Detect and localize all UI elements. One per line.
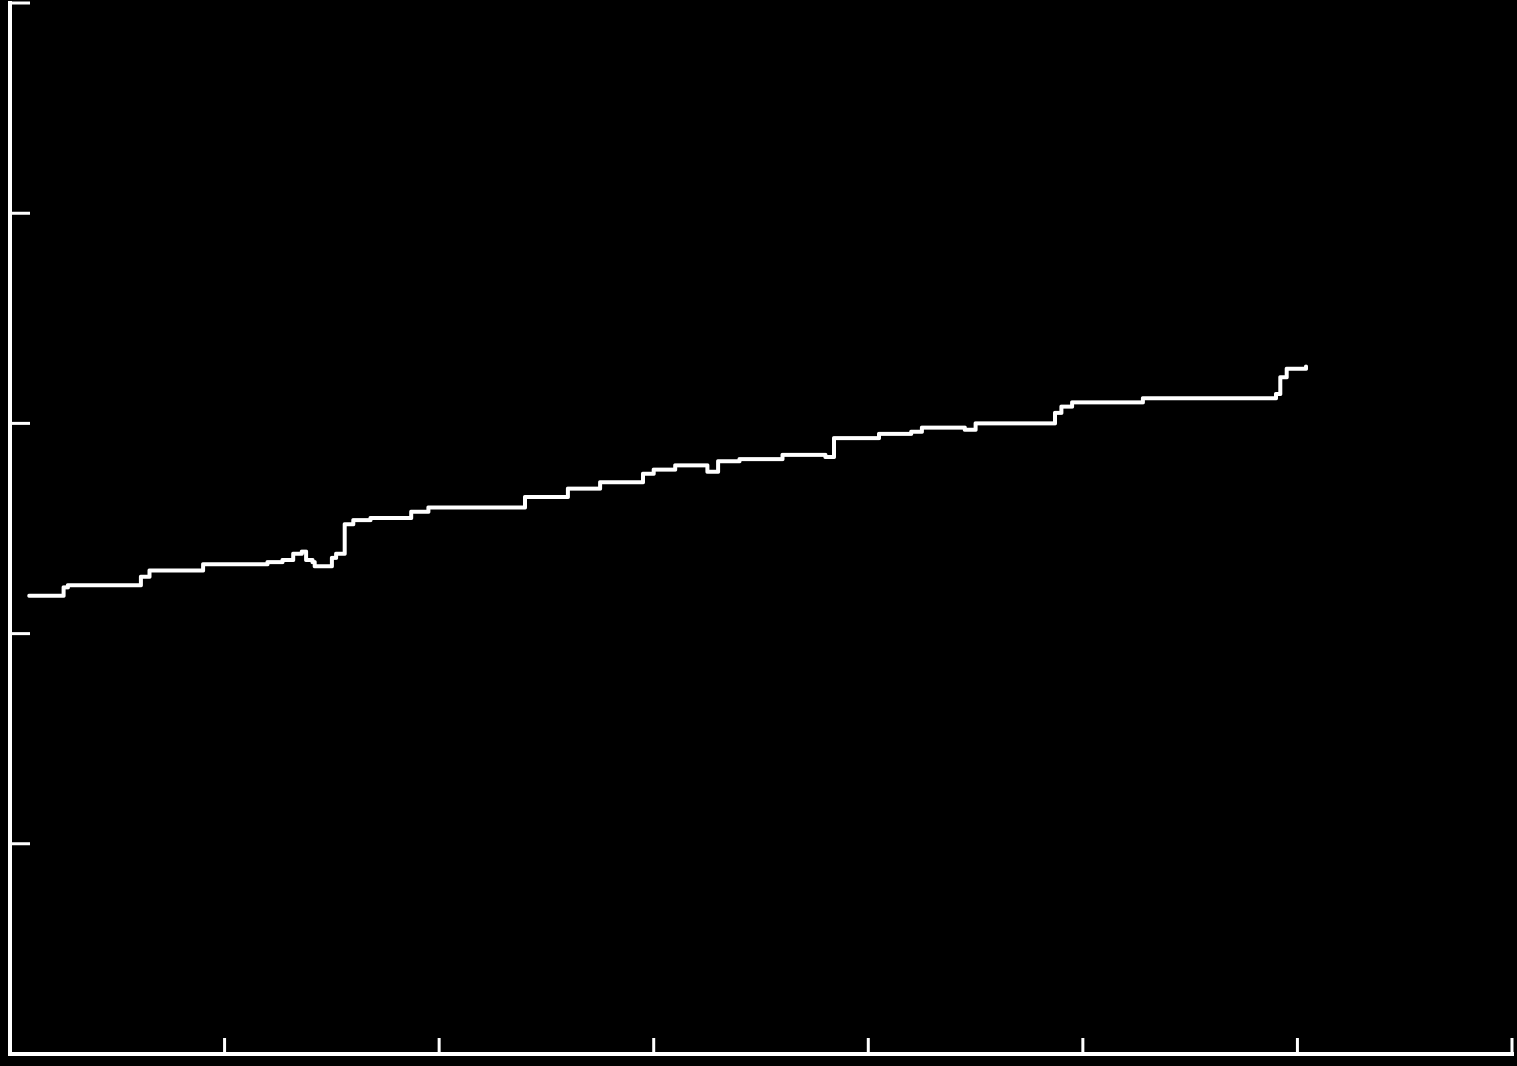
axes	[8, 1, 1514, 1056]
series-line-1	[27, 364, 1308, 598]
tick-marks	[10, 1, 1514, 1054]
series-layer	[27, 364, 1308, 598]
